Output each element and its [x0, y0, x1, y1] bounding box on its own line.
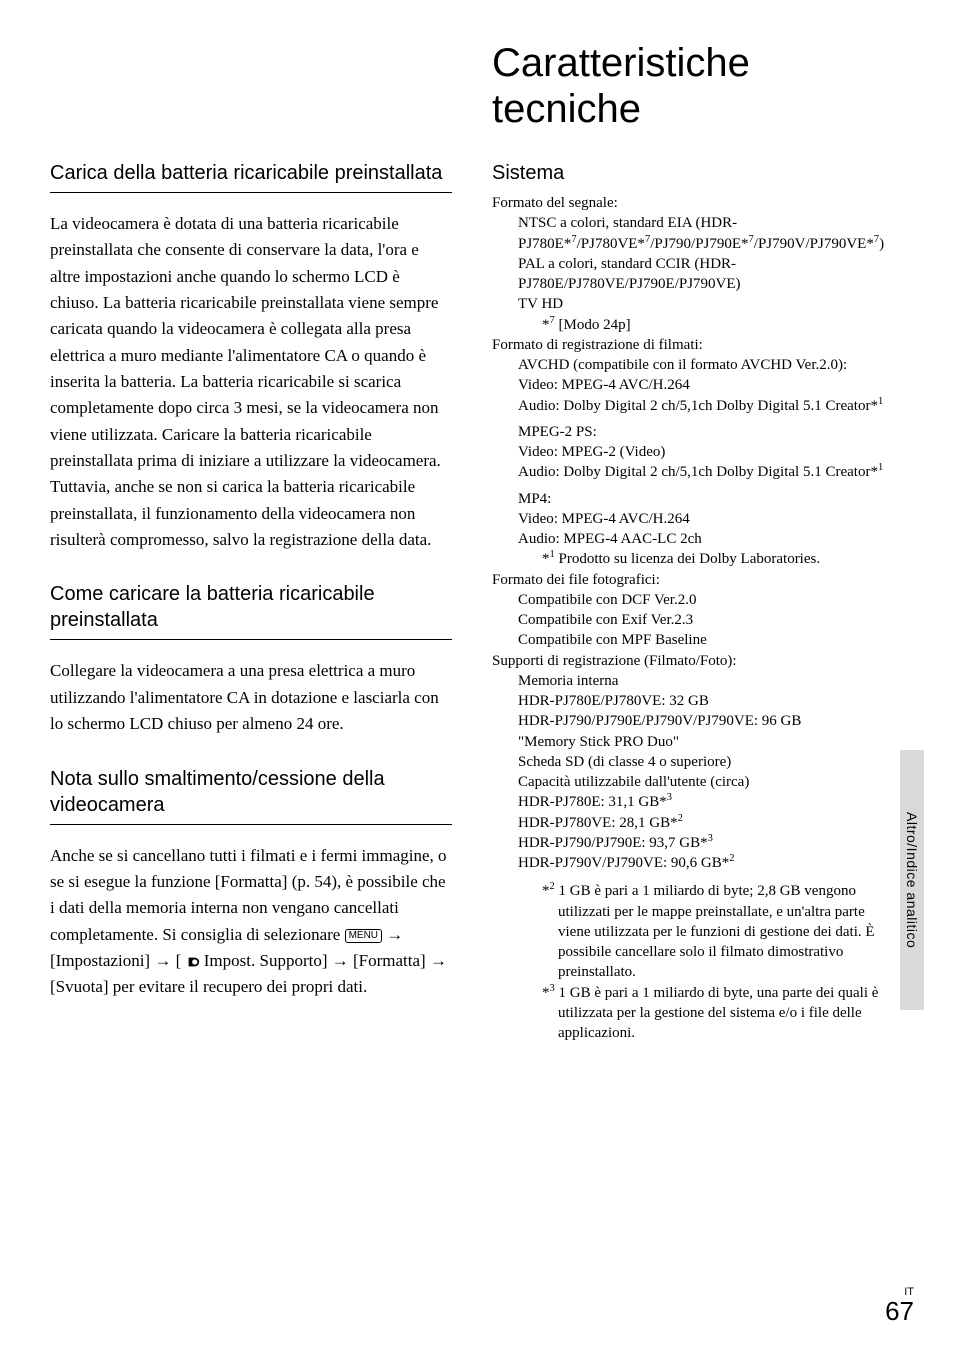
spec-value: Audio: Dolby Digital 2 ch/5,1ch Dolby Di… [492, 396, 894, 416]
spec-value: Compatibile con Exif Ver.2.3 [492, 610, 894, 630]
spec-block: Formato del segnale: NTSC a colori, stan… [492, 193, 894, 1043]
spec-value: Scheda SD (di classe 4 o superiore) [492, 752, 894, 772]
spec-value: NTSC a colori, standard EIA (HDR-PJ780E*… [492, 213, 894, 254]
para-howcharge: Collegare la videocamera a una presa ele… [50, 658, 452, 737]
nav-impostazioni: [Impostazioni] [50, 951, 154, 970]
spec-value: "Memory Stick PRO Duo" [492, 732, 894, 752]
spec-value: Memoria interna [492, 671, 894, 691]
spec-footnote: *3 1 GB è pari a 1 miliardo di byte, una… [508, 983, 894, 1044]
para-disposal: Anche se si cancellano tutti i filmati e… [50, 843, 452, 1001]
spec-value: HDR-PJ790/PJ790E: 93,7 GB*3 [492, 833, 894, 853]
spec-label-signal: Formato del segnale: [492, 193, 894, 213]
spec-value: Capacità utilizzabile dall'utente (circa… [492, 772, 894, 792]
spec-value: HDR-PJ780E/PJ780VE: 32 GB [492, 691, 894, 711]
spec-label-recformat: Formato di registrazione di filmati: [492, 335, 894, 355]
nav-formatta: [Formatta] [353, 951, 430, 970]
section-heading-charge: Carica della batteria ricaricabile prein… [50, 160, 452, 193]
side-tab-label: Altro/Indice analitico [904, 812, 920, 948]
spec-footnote: *1 Prodotto su licenza dei Dolby Laborat… [492, 549, 894, 569]
spec-value: MP4: [492, 489, 894, 509]
menu-icon: MENU [345, 929, 382, 943]
side-tab: Altro/Indice analitico [900, 750, 924, 1010]
page-number-block: IT 67 [885, 1286, 914, 1327]
spec-value: Compatibile con MPF Baseline [492, 630, 894, 650]
spec-value: Audio: Dolby Digital 2 ch/5,1ch Dolby Di… [492, 462, 894, 482]
spec-heading-sistema: Sistema [492, 162, 894, 185]
spec-value: Audio: MPEG-4 AAC-LC 2ch [492, 529, 894, 549]
spec-value: AVCHD (compatibile con il formato AVCHD … [492, 355, 894, 375]
spec-footnote: *7 [Modo 24p] [492, 315, 894, 335]
left-column: Carica della batteria ricaricabile prein… [50, 40, 452, 1043]
page-title: Caratteristiche tecniche [492, 40, 894, 132]
spec-value: HDR-PJ780E: 31,1 GB*3 [492, 792, 894, 812]
para-charge: La videocamera è dotata di una batteria … [50, 211, 452, 553]
arrow-icon: → [386, 925, 403, 944]
spec-value: HDR-PJ790/PJ790E/PJ790V/PJ790VE: 96 GB [492, 711, 894, 731]
arrow-icon: → [154, 951, 171, 970]
page-number: 67 [885, 1296, 914, 1326]
spec-value: MPEG-2 PS: [492, 422, 894, 442]
spec-value: Compatibile con DCF Ver.2.0 [492, 590, 894, 610]
right-column: Caratteristiche tecniche Sistema Formato… [492, 40, 894, 1043]
disposal-text-post: [Svuota] per evitare il recupero dei pro… [50, 977, 367, 996]
spec-value: HDR-PJ790V/PJ790VE: 90,6 GB*2 [492, 853, 894, 873]
section-heading-disposal: Nota sullo smaltimento/cessione della vi… [50, 766, 452, 825]
spec-value: PAL a colori, standard CCIR (HDR-PJ780E/… [492, 254, 894, 295]
media-icon [186, 955, 200, 969]
nav-supporto: Impost. Supporto] [204, 951, 332, 970]
spec-label-media: Supporti di registrazione (Filmato/Foto)… [492, 651, 894, 671]
arrow-icon: → [332, 951, 349, 970]
spec-value: Video: MPEG-4 AVC/H.264 [492, 375, 894, 395]
spec-value: HDR-PJ780VE: 28,1 GB*2 [492, 813, 894, 833]
nav-bracket: [ [176, 951, 186, 970]
spec-value: Video: MPEG-4 AVC/H.264 [492, 509, 894, 529]
spec-label-photo: Formato dei file fotografici: [492, 570, 894, 590]
spec-value: Video: MPEG-2 (Video) [492, 442, 894, 462]
spec-footnote: *2 1 GB è pari a 1 miliardo di byte; 2,8… [508, 881, 894, 982]
section-heading-howcharge: Come caricare la batteria ricaricabile p… [50, 581, 452, 640]
spec-value: TV HD [492, 294, 894, 314]
arrow-icon: → [430, 951, 447, 970]
